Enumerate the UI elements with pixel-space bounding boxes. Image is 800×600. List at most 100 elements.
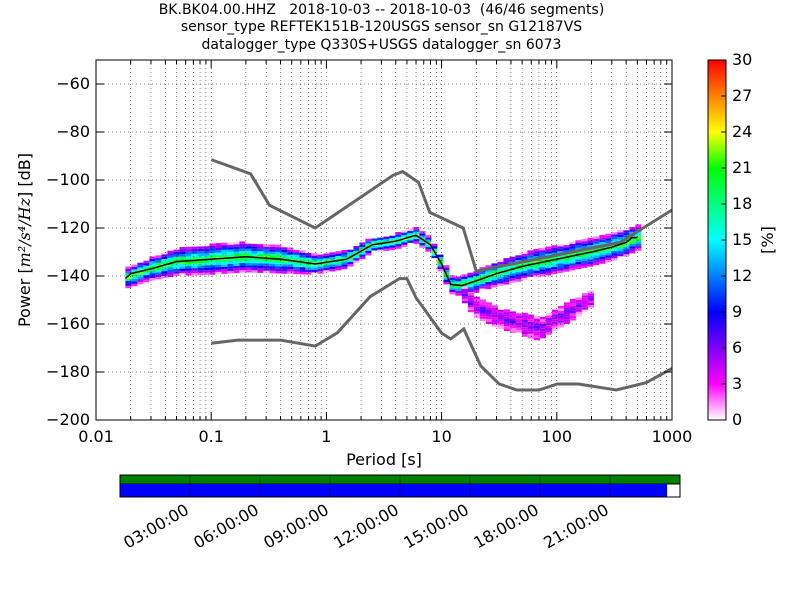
heatmap-cell bbox=[227, 263, 234, 267]
heatmap-cell bbox=[155, 267, 162, 270]
heatmap-cell bbox=[221, 249, 228, 253]
heatmap-cell bbox=[287, 252, 294, 255]
heatmap-cell bbox=[467, 287, 474, 290]
heatmap-cell bbox=[167, 253, 174, 256]
psd-coverage-bar bbox=[120, 484, 668, 497]
heatmap-cell bbox=[347, 264, 354, 267]
heatmap-cell bbox=[575, 304, 582, 307]
heatmap-cell bbox=[239, 243, 246, 247]
heatmap-cell bbox=[515, 276, 522, 280]
heatmap-cell bbox=[413, 239, 420, 242]
heatmap-cell bbox=[473, 276, 480, 279]
heatmap-cell bbox=[539, 274, 546, 277]
heatmap-cell bbox=[569, 268, 576, 271]
heatmap-cell bbox=[587, 293, 594, 296]
heatmap-cell bbox=[593, 260, 600, 263]
heatmap-cell bbox=[599, 235, 606, 238]
heatmap-cell bbox=[323, 253, 330, 256]
heatmap-cell bbox=[245, 265, 252, 268]
heatmap-cell bbox=[275, 263, 282, 267]
ppsd-heatmap bbox=[125, 224, 642, 341]
colorbar-tick-label: 6 bbox=[732, 338, 742, 357]
heatmap-cell bbox=[497, 321, 504, 325]
heatmap-cell bbox=[503, 326, 510, 329]
y-label-unit: m²/s⁴/Hz bbox=[15, 197, 34, 267]
heatmap-cell bbox=[317, 271, 324, 274]
heatmap-cell bbox=[329, 269, 336, 272]
heatmap-cell bbox=[551, 312, 558, 315]
mode-line bbox=[124, 234, 638, 287]
heatmap-cell bbox=[155, 272, 162, 275]
colorbar-label: [%] bbox=[758, 226, 777, 254]
heatmap-cell bbox=[419, 231, 426, 234]
heatmap-cell bbox=[239, 251, 246, 254]
heatmap-cell bbox=[299, 250, 306, 253]
heatmap-cell bbox=[635, 236, 642, 239]
heatmap-cell bbox=[257, 263, 264, 266]
heatmap-cell bbox=[377, 247, 384, 250]
heatmap-cell bbox=[275, 247, 282, 250]
heatmap-cell bbox=[251, 251, 258, 254]
heatmap-cell bbox=[341, 266, 348, 270]
heatmap-cell bbox=[509, 275, 516, 279]
heatmap-cell bbox=[317, 259, 324, 262]
heatmap-cell bbox=[125, 266, 132, 269]
heatmap-cell bbox=[533, 335, 540, 338]
heatmap-cell bbox=[539, 267, 546, 270]
heatmap-cell bbox=[575, 242, 582, 246]
heatmap-cell bbox=[473, 278, 480, 281]
heatmap-cell bbox=[197, 272, 204, 276]
heatmap-cell bbox=[461, 281, 468, 284]
heatmap-cell bbox=[635, 231, 642, 234]
heatmap-cell bbox=[203, 246, 210, 249]
heatmap-cell bbox=[527, 316, 534, 320]
heatmap-cell bbox=[497, 324, 504, 327]
heatmap-cell bbox=[221, 245, 228, 248]
heatmap-cell bbox=[167, 265, 174, 268]
heatmap-cell bbox=[617, 253, 624, 257]
heatmap-cell bbox=[383, 236, 390, 239]
heatmap-cell bbox=[275, 244, 282, 248]
heatmap-cell bbox=[269, 256, 276, 259]
heatmap-cell bbox=[341, 250, 348, 253]
heatmap-cell bbox=[557, 315, 564, 318]
heatmap-cell bbox=[311, 265, 318, 268]
heatmap-cell bbox=[239, 241, 246, 244]
heatmap-cell bbox=[485, 316, 492, 320]
heatmap-cell bbox=[599, 251, 606, 255]
heatmap-cell bbox=[149, 268, 156, 271]
heatmap-cell bbox=[593, 255, 600, 258]
heatmap-cell bbox=[509, 316, 516, 319]
heatmap-cell bbox=[215, 271, 222, 275]
heatmap-cell bbox=[389, 245, 396, 248]
heatmap-cell bbox=[257, 251, 264, 254]
heatmap-cell bbox=[245, 246, 252, 249]
heatmap-cell bbox=[587, 305, 594, 308]
heatmap-cell bbox=[293, 257, 300, 260]
heatmap-cell bbox=[575, 245, 582, 248]
heatmap-cell bbox=[245, 243, 252, 247]
heatmap-cell bbox=[551, 259, 558, 263]
heatmap-cell bbox=[545, 253, 552, 257]
heatmap-cell bbox=[611, 234, 618, 237]
heatmap-cell bbox=[143, 275, 150, 278]
heatmap-cell bbox=[509, 330, 516, 333]
heatmap-cell bbox=[251, 260, 258, 264]
heatmap-cell bbox=[473, 308, 480, 312]
heatmap-cell bbox=[317, 269, 324, 272]
heatmap-cell bbox=[599, 249, 606, 252]
heatmap-cell bbox=[251, 243, 258, 247]
heatmap-cell bbox=[581, 239, 588, 242]
heatmap-cell bbox=[299, 272, 306, 275]
heatmap-cell bbox=[305, 265, 312, 268]
heatmap-cell bbox=[281, 252, 288, 255]
heatmap-cell bbox=[557, 246, 564, 249]
heatmap-cell bbox=[215, 262, 222, 265]
colorbar-tick-label: 0 bbox=[732, 410, 742, 429]
y-tick-label: −200 bbox=[46, 410, 90, 429]
heatmap-cell bbox=[125, 271, 132, 274]
heatmap-cell bbox=[221, 247, 228, 250]
heatmap-cell bbox=[539, 250, 546, 253]
heatmap-cell bbox=[155, 262, 162, 265]
